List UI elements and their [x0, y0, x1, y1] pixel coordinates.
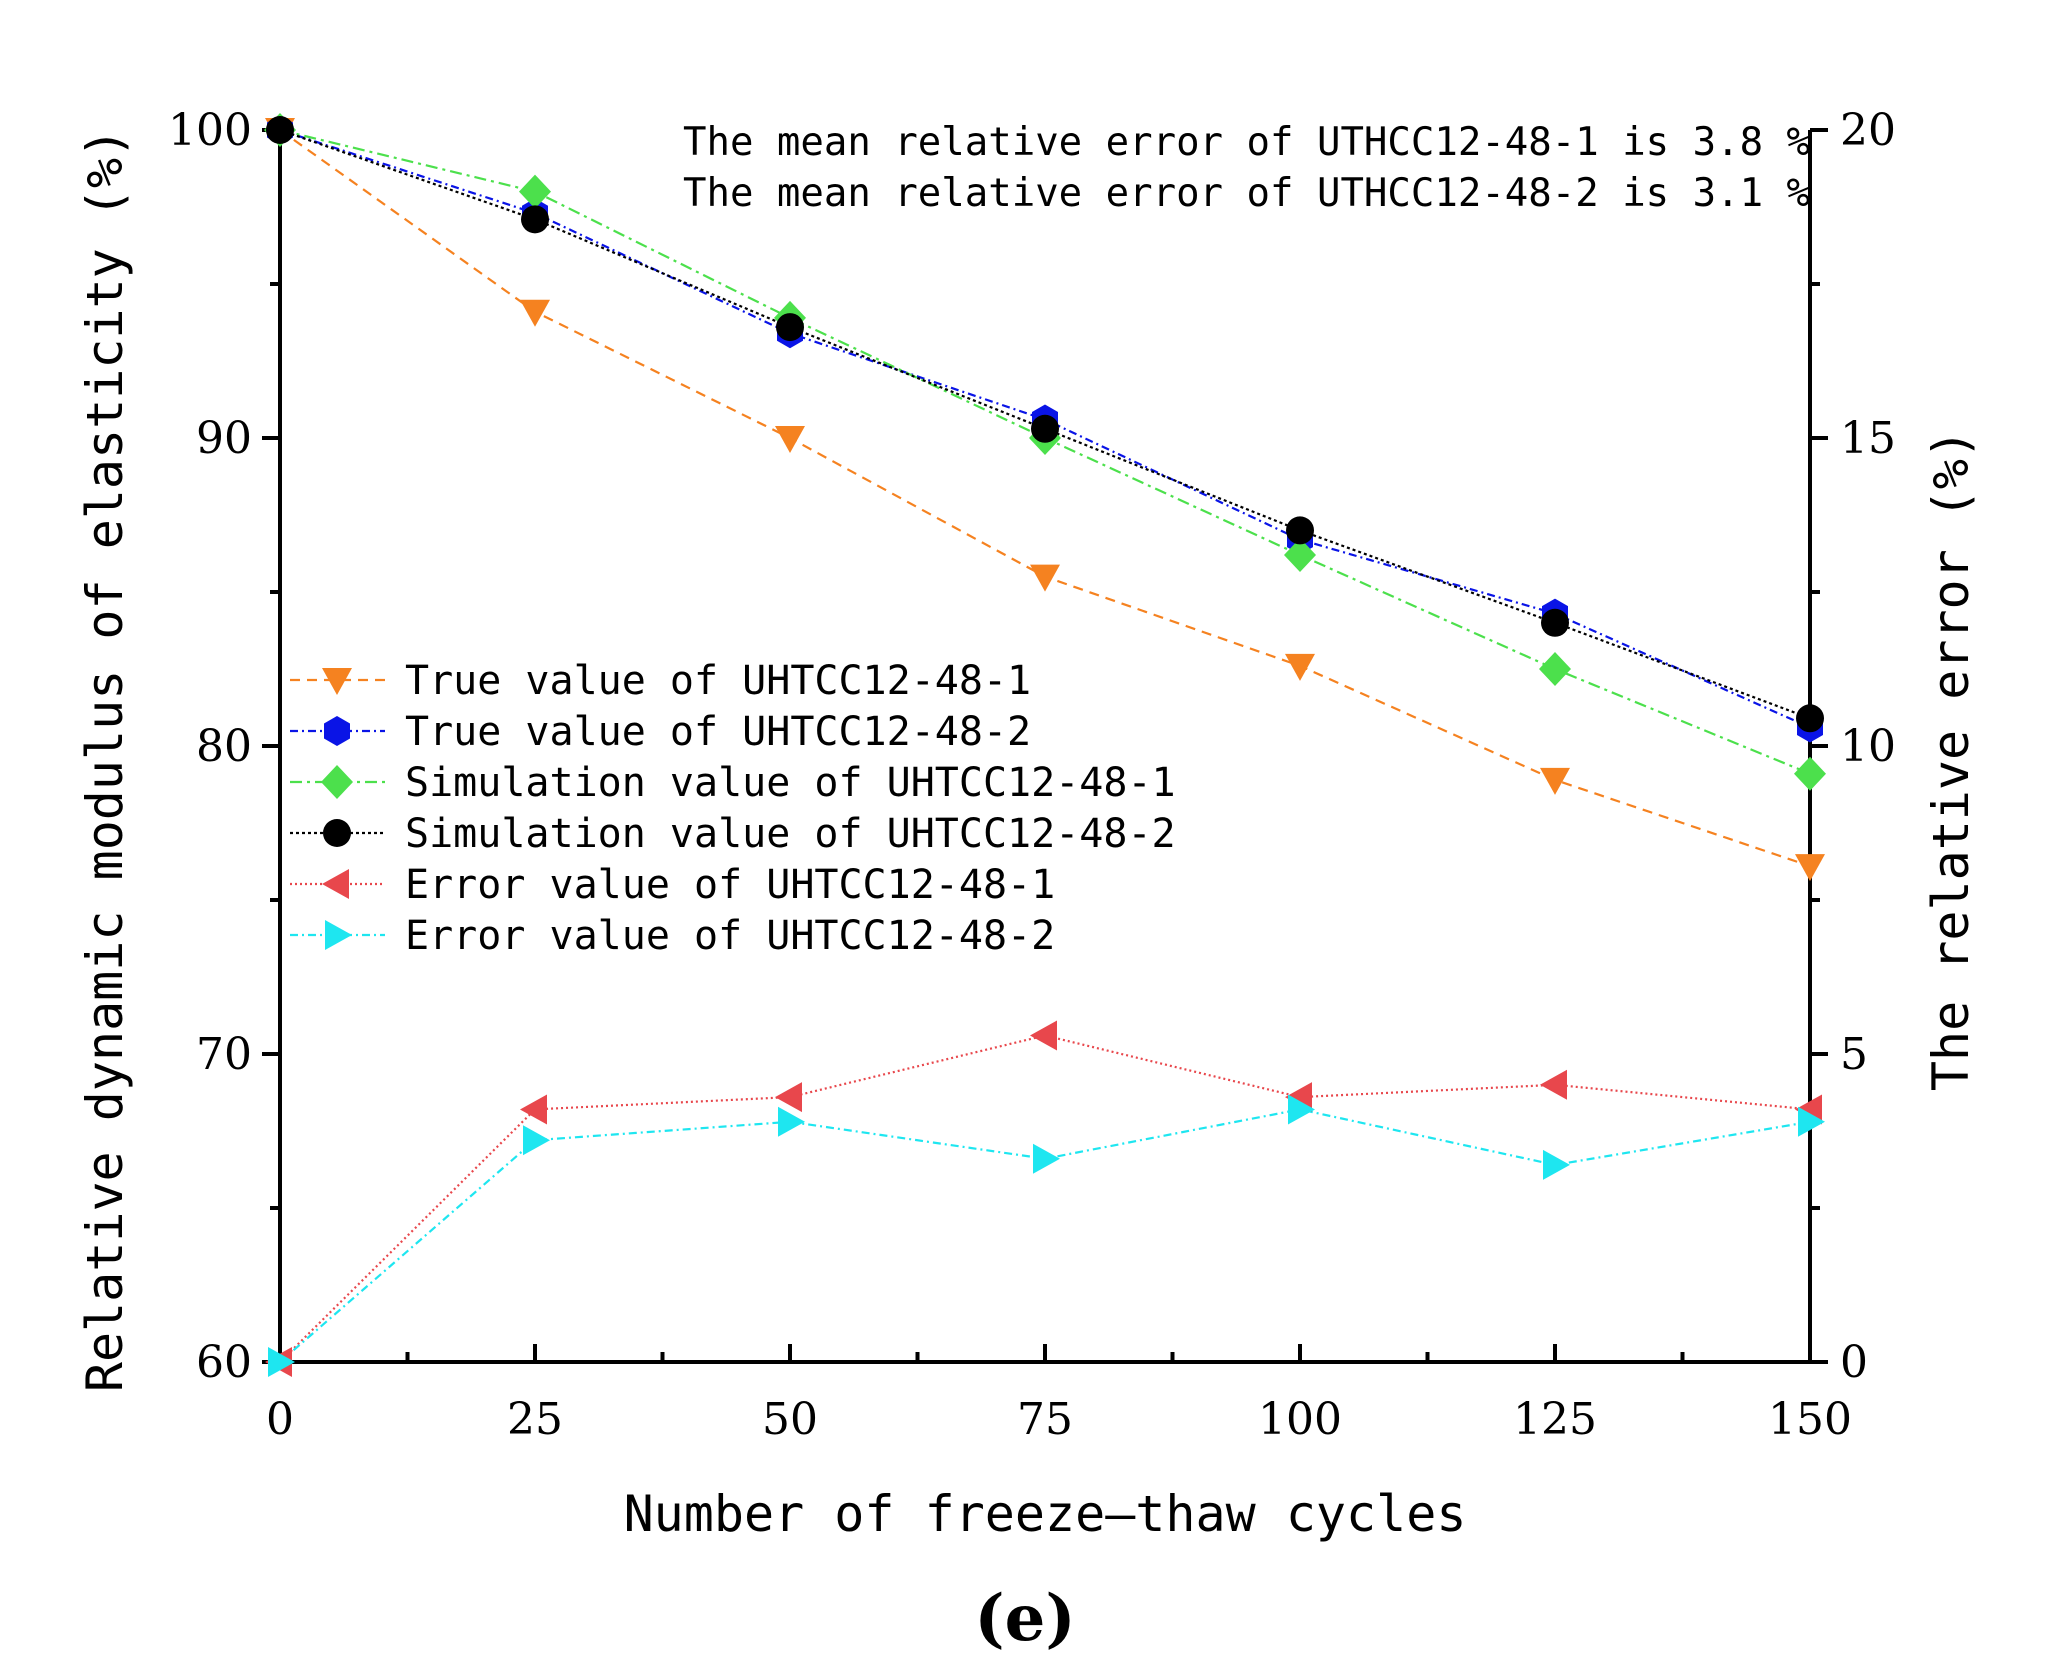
figure-caption: (e)	[974, 1581, 1075, 1656]
legend-label: True value of UHTCC12-48-1	[405, 658, 1031, 704]
series-6-point	[1798, 1106, 1825, 1137]
legend-marker	[325, 920, 352, 950]
series-6-point	[1543, 1149, 1570, 1180]
legend: True value of UHTCC12-48-1 True value of …	[290, 658, 1176, 959]
y-axis-title: Relative dynamic modulus of elasticity (…	[76, 128, 134, 1392]
legend-label: Simulation value of UHTCC12-48-2	[405, 811, 1176, 857]
series-1-point	[1540, 767, 1570, 795]
series-6-point	[523, 1125, 550, 1156]
x-tick-label: 125	[1513, 1394, 1597, 1445]
legend-label: True value of UHTCC12-48-2	[405, 709, 1031, 755]
series-line-6	[280, 1108, 1810, 1363]
series-3-point	[1284, 538, 1316, 573]
annotation-mean-error-1: The mean relative error of UTHCC12-48-1 …	[683, 120, 1810, 165]
series-1-point	[1030, 564, 1060, 592]
series-3-point	[1794, 756, 1826, 791]
y-tick-label: 90	[196, 413, 252, 464]
legend-label: Simulation value of UHTCC12-48-1	[405, 760, 1176, 806]
y2-tick-label: 20	[1840, 105, 1896, 156]
y2-tick-label: 10	[1840, 721, 1896, 772]
y-tick-label: 70	[196, 1029, 252, 1080]
series-4-point	[1031, 414, 1059, 443]
series-6-point	[778, 1106, 805, 1137]
series-4-point	[521, 205, 549, 234]
series-3-point	[1539, 652, 1571, 686]
x-tick-label: 75	[1017, 1394, 1073, 1445]
series-5-point	[520, 1094, 547, 1125]
legend-label: Error value of UHTCC12-48-2	[405, 913, 1055, 959]
legend-marker	[322, 869, 349, 899]
series-4-point	[266, 116, 294, 144]
y2-tick-label: 15	[1840, 413, 1896, 464]
series-1-point	[1285, 653, 1315, 681]
series-4-point	[1286, 516, 1314, 545]
series-4-point	[1796, 704, 1824, 733]
legend-label: Error value of UHTCC12-48-1	[405, 862, 1055, 908]
x-tick-label: 0	[266, 1394, 294, 1445]
series-1-point	[1795, 854, 1825, 882]
series-3-point	[519, 174, 551, 209]
x-axis-title: Number of freeze–thaw cycles	[624, 1485, 1467, 1543]
x-tick-label: 50	[762, 1394, 818, 1445]
series-6-point	[1033, 1143, 1060, 1174]
series-5-point	[775, 1082, 802, 1113]
series-4-point	[776, 313, 804, 342]
y-tick-label: 80	[196, 721, 252, 772]
series-line-5	[280, 1034, 1810, 1363]
series-line-1	[280, 129, 1810, 868]
series-6-point	[1288, 1094, 1315, 1125]
legend-marker	[322, 668, 352, 695]
y-tick-label: 100	[168, 105, 252, 156]
y-tick-label: 60	[196, 1337, 252, 1388]
annotation-mean-error-2: The mean relative error of UTHCC12-48-2 …	[683, 171, 1810, 216]
axes: 0 25 50 75 100 125 150 60 70 80 90 100 0 5 10 15 20	[168, 105, 1896, 1445]
x-tick-label: 150	[1768, 1394, 1852, 1445]
x-tick-label: 25	[507, 1394, 563, 1445]
legend-marker	[323, 819, 351, 847]
y2-axis-title: The relative error (%)	[1922, 429, 1980, 1091]
y2-tick-label: 5	[1840, 1029, 1868, 1080]
series-1-point	[520, 299, 550, 327]
legend-marker	[324, 716, 350, 746]
series-1-point	[775, 426, 805, 453]
x-tick-label: 100	[1258, 1394, 1342, 1445]
series-4-point	[1541, 608, 1569, 637]
series-5-point	[1540, 1069, 1567, 1100]
y2-tick-label: 0	[1840, 1337, 1868, 1388]
series-6-point	[268, 1347, 295, 1377]
series-5-point	[1030, 1020, 1057, 1051]
legend-marker	[321, 765, 353, 799]
marker-layer	[264, 113, 1826, 1377]
